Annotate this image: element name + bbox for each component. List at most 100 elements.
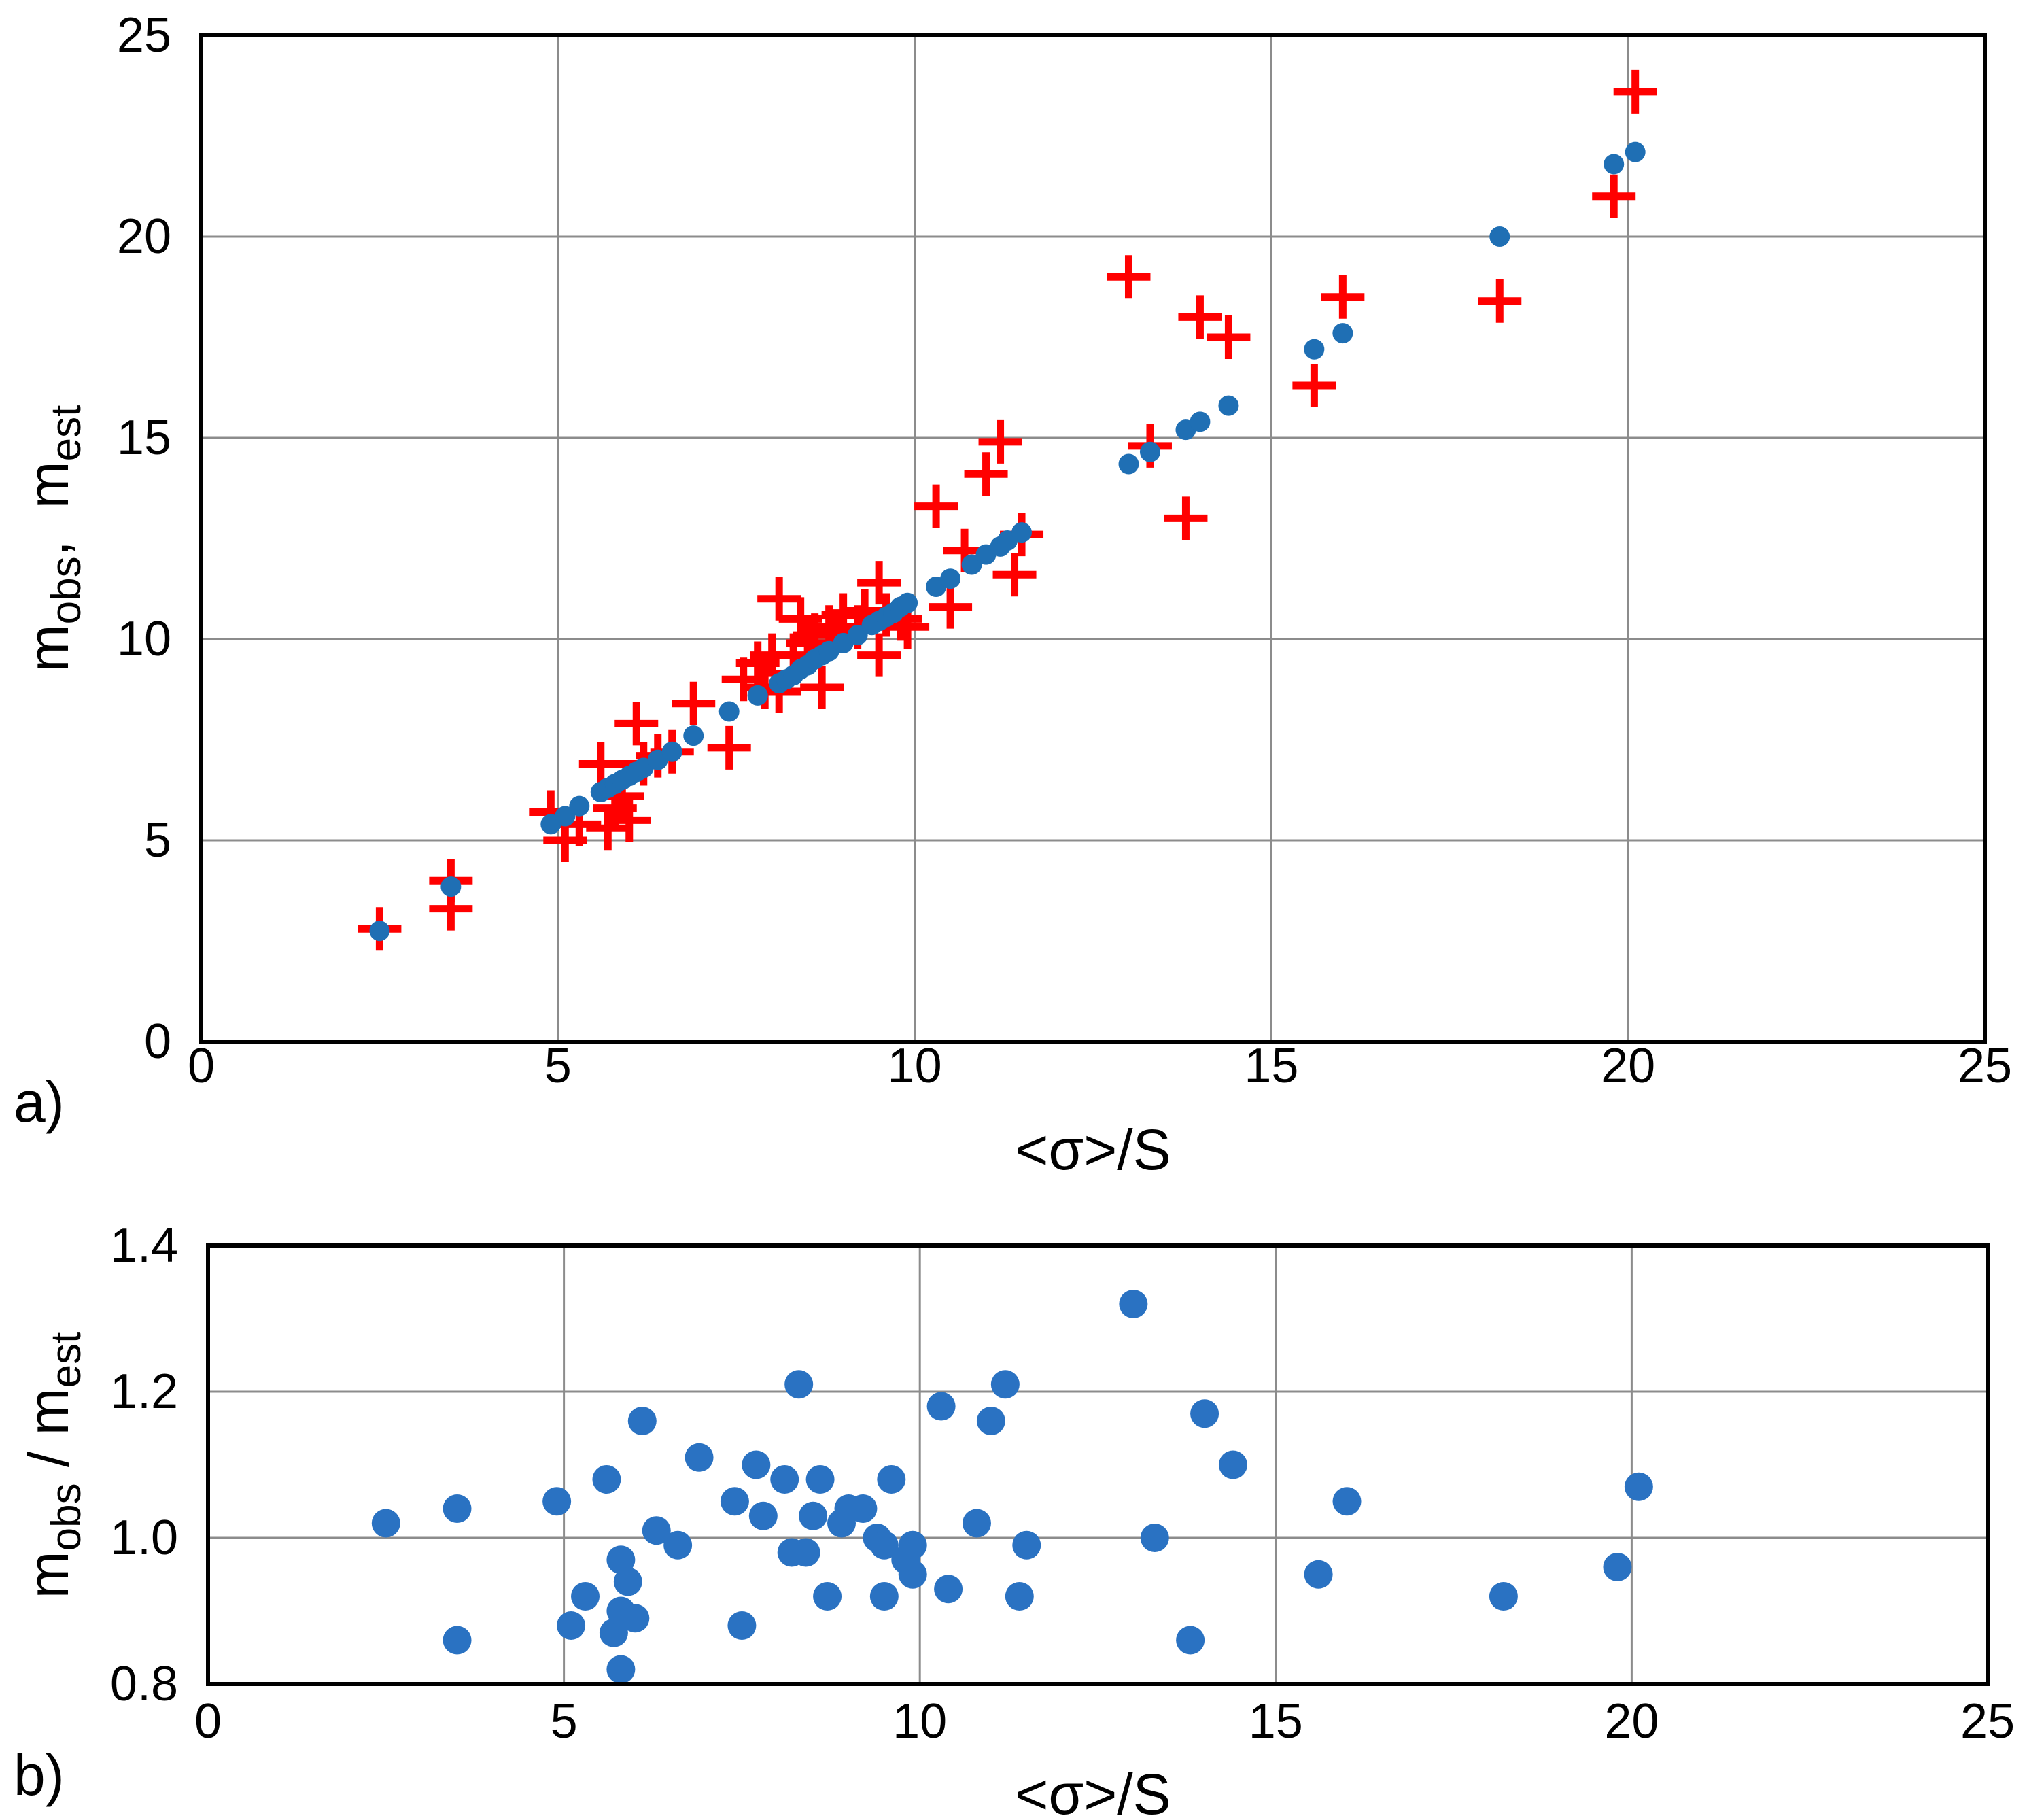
- ratio-point: [1489, 1582, 1518, 1611]
- ratio-point: [770, 1465, 799, 1494]
- ratio-point: [799, 1501, 828, 1530]
- obs-plus-marker: [757, 577, 801, 621]
- est-point: [847, 625, 868, 646]
- ratio-point: [542, 1487, 572, 1516]
- panel-a-x-tick: 25: [1958, 1039, 2012, 1093]
- panel-a-chart: 0 5 10 15 20 25 0 5 10 15 20 25 <σ>/S mobs, mest a…: [14, 8, 2012, 1182]
- ratio-point: [1332, 1487, 1362, 1516]
- est-point: [1190, 411, 1211, 432]
- ratio-point: [1012, 1530, 1041, 1560]
- est-point: [1489, 226, 1510, 247]
- panel-b-x-tick-labels: 0 5 10 15 20 25: [194, 1694, 2015, 1749]
- panel-b-y-label-obs: obs: [43, 1483, 90, 1551]
- ratio-point: [869, 1530, 899, 1560]
- ratio-point: [1005, 1582, 1034, 1611]
- panel-b-y-axis-label: mobs / mest: [16, 1332, 90, 1599]
- panel-b-y-tick-labels: 0.8 1.0 1.2 1.4: [110, 1218, 178, 1711]
- est-point: [661, 741, 682, 762]
- obs-plus-marker: [1292, 364, 1336, 408]
- panel-b-y-tick: 1.2: [110, 1364, 178, 1419]
- ratio-point: [443, 1494, 472, 1523]
- ratio-point: [962, 1509, 991, 1538]
- est-point: [1218, 395, 1239, 416]
- obs-plus-marker: [614, 702, 659, 746]
- panel-a-x-tick: 20: [1601, 1039, 1655, 1093]
- panel-a-y-label-m: m: [16, 624, 80, 672]
- panel-b-x-tick: 20: [1604, 1694, 1659, 1749]
- ratio-point: [1119, 1290, 1148, 1318]
- panel-a-x-tick: 5: [544, 1039, 572, 1093]
- panel-b-data-points: [371, 1290, 1653, 1684]
- ratio-point: [1218, 1450, 1247, 1479]
- ratio-point: [990, 1370, 1020, 1399]
- panel-b-x-tick: 25: [1960, 1694, 2015, 1749]
- panel-a-y-tick: 10: [117, 612, 171, 666]
- est-point: [1304, 339, 1325, 360]
- panel-b-x-tick: 0: [194, 1694, 222, 1749]
- panel-b-x-tick: 5: [551, 1694, 578, 1749]
- est-point: [1011, 522, 1033, 543]
- ratio-point: [592, 1465, 621, 1494]
- ratio-point: [557, 1611, 586, 1640]
- ratio-point: [1176, 1626, 1205, 1655]
- ratio-point: [1140, 1524, 1169, 1552]
- ratio-point: [720, 1487, 749, 1516]
- est-point: [897, 592, 918, 613]
- ratio-point: [443, 1626, 472, 1655]
- ratio-point: [805, 1465, 835, 1494]
- obs-plus-marker: [578, 742, 623, 786]
- obs-plus-marker: [1164, 496, 1208, 540]
- panel-a-label: a): [14, 1070, 65, 1134]
- obs-plus-marker: [672, 681, 716, 725]
- est-point: [1332, 323, 1353, 344]
- ratio-point: [1603, 1553, 1632, 1581]
- panel-a-plot-frame: [199, 33, 1987, 1044]
- obs-plus-marker: [1613, 69, 1657, 114]
- est-point: [555, 806, 576, 827]
- ratio-point: [898, 1560, 927, 1589]
- ratio-point: [742, 1450, 771, 1479]
- ratio-point: [571, 1582, 600, 1611]
- ratio-point: [685, 1443, 714, 1472]
- panel-b-y-tick: 0.8: [110, 1657, 178, 1711]
- ratio-point: [613, 1567, 642, 1596]
- panel-a-y-tick: 20: [117, 209, 171, 264]
- ratio-point: [877, 1465, 906, 1494]
- panel-b-x-tick: 15: [1249, 1694, 1303, 1749]
- ratio-point: [1624, 1472, 1653, 1501]
- est-point: [1118, 453, 1139, 475]
- panel-b-y-label-m: m: [16, 1551, 80, 1598]
- panel-a-x-tick-labels: 0 5 10 15 20 25: [188, 1039, 2012, 1093]
- ratio-point: [869, 1582, 899, 1611]
- ratio-point: [606, 1655, 636, 1684]
- panel-b-y-tick: 1.0: [110, 1511, 178, 1565]
- panel-a-y-label-sep: , m: [16, 461, 80, 556]
- obs-plus-marker: [1321, 275, 1365, 319]
- ratio-point: [599, 1618, 628, 1647]
- panel-a-y-label-est: est: [43, 405, 90, 462]
- est-point: [1604, 154, 1625, 175]
- ratio-point: [627, 1407, 657, 1435]
- est-point: [940, 568, 961, 589]
- est-point: [718, 701, 740, 722]
- panel-b-label: b): [14, 1743, 65, 1807]
- ratio-point: [1190, 1399, 1219, 1428]
- ratio-point: [727, 1611, 757, 1640]
- panel-a-y-tick: 5: [144, 813, 171, 868]
- obs-plus-marker: [800, 666, 844, 710]
- ratio-point: [934, 1575, 963, 1604]
- obs-plus-marker: [1178, 295, 1222, 339]
- ratio-point: [898, 1530, 927, 1560]
- panel-b-x-axis-label: <σ>/S: [1015, 1762, 1171, 1820]
- est-point: [683, 725, 704, 746]
- panel-a-x-axis-label: <σ>/S: [1015, 1118, 1171, 1182]
- ratio-point: [848, 1494, 878, 1523]
- ratio-point: [621, 1604, 650, 1633]
- panel-a-x-tick: 10: [888, 1039, 942, 1093]
- panel-a-y-tick: 15: [117, 411, 171, 465]
- est-point: [440, 876, 462, 897]
- panel-a-x-tick: 15: [1244, 1039, 1298, 1093]
- panel-b-plot-frame: [206, 1243, 1990, 1686]
- panel-a-y-tick: 25: [117, 8, 171, 63]
